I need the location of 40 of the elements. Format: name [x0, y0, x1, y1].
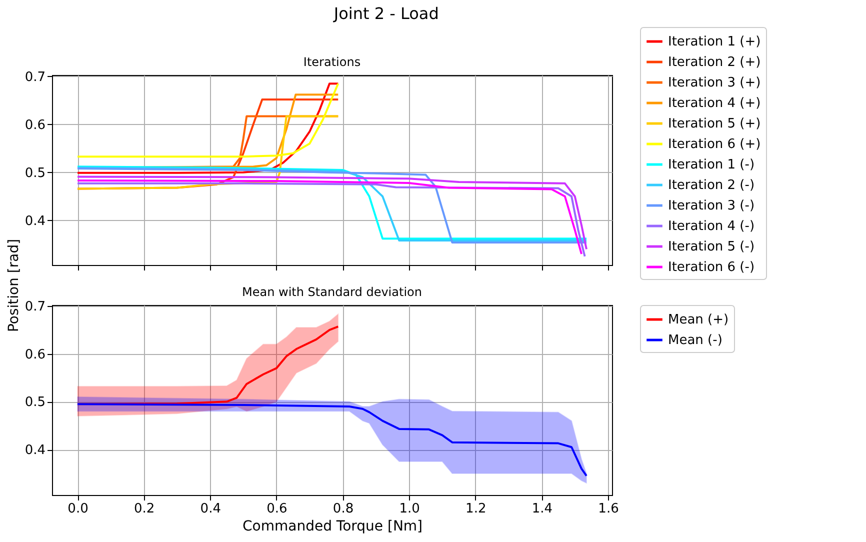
y-tick-label: 0.6 [24, 118, 46, 133]
x-tick-label: 1.4 [532, 502, 553, 516]
x-tick-label: 0.4 [200, 502, 221, 516]
line-series [76, 82, 340, 174]
x-tick-label: 0.8 [332, 502, 354, 516]
line-series [76, 115, 340, 190]
x-tick-label: 0.6 [266, 502, 288, 516]
legend-label: Iteration 6 (-) [668, 260, 755, 275]
line-series [76, 82, 340, 158]
y-axis-title: Position [rad] [6, 238, 22, 332]
chart-title: Joint 2 - Load [332, 4, 439, 23]
x-axis-title: Commanded Torque [Nm] [242, 518, 423, 534]
x-tick-label: 0.0 [68, 502, 88, 516]
y-tick-label: 0.7 [24, 70, 46, 85]
x-tick-label: 0.2 [134, 502, 155, 516]
legend-label: Mean (-) [668, 333, 722, 348]
chart-subtitle: Iterations [303, 55, 361, 69]
legend-label: Iteration 5 (+) [668, 116, 761, 132]
x-tick-label: 1.0 [399, 502, 420, 516]
y-tick-label: 0.7 [24, 299, 46, 314]
legend-label: Iteration 3 (+) [668, 76, 761, 90]
line-series [76, 403, 588, 477]
y-tick-label: 0.5 [24, 395, 46, 410]
legend-label: Iteration 6 (+) [668, 137, 761, 152]
y-tick-label: 0.5 [24, 166, 46, 181]
legend-label: Iteration 1 (+) [668, 34, 761, 50]
y-tick-label: 0.6 [24, 347, 46, 362]
text: Mean (+) [668, 312, 729, 328]
legend-label: Iteration 4 (-) [668, 219, 755, 234]
legend-label: Iteration 4 (+) [668, 96, 761, 111]
legend-label: Iteration 3 (-) [668, 198, 755, 214]
legend-label: Iteration 2 (-) [668, 178, 755, 193]
x-tick-label: 1.2 [466, 502, 486, 516]
legend-label: Iteration 2 (+) [668, 55, 761, 70]
x-tick-label: 1.6 [598, 502, 619, 516]
legend-label: Iteration 5 (-) [668, 240, 755, 254]
y-tick-label: 0.4 [24, 443, 46, 458]
chart-title: Mean with Standard deviation [242, 285, 422, 299]
y-tick-label: 0.4 [24, 214, 46, 229]
legend-label: Iteration 1 (-) [668, 158, 755, 172]
